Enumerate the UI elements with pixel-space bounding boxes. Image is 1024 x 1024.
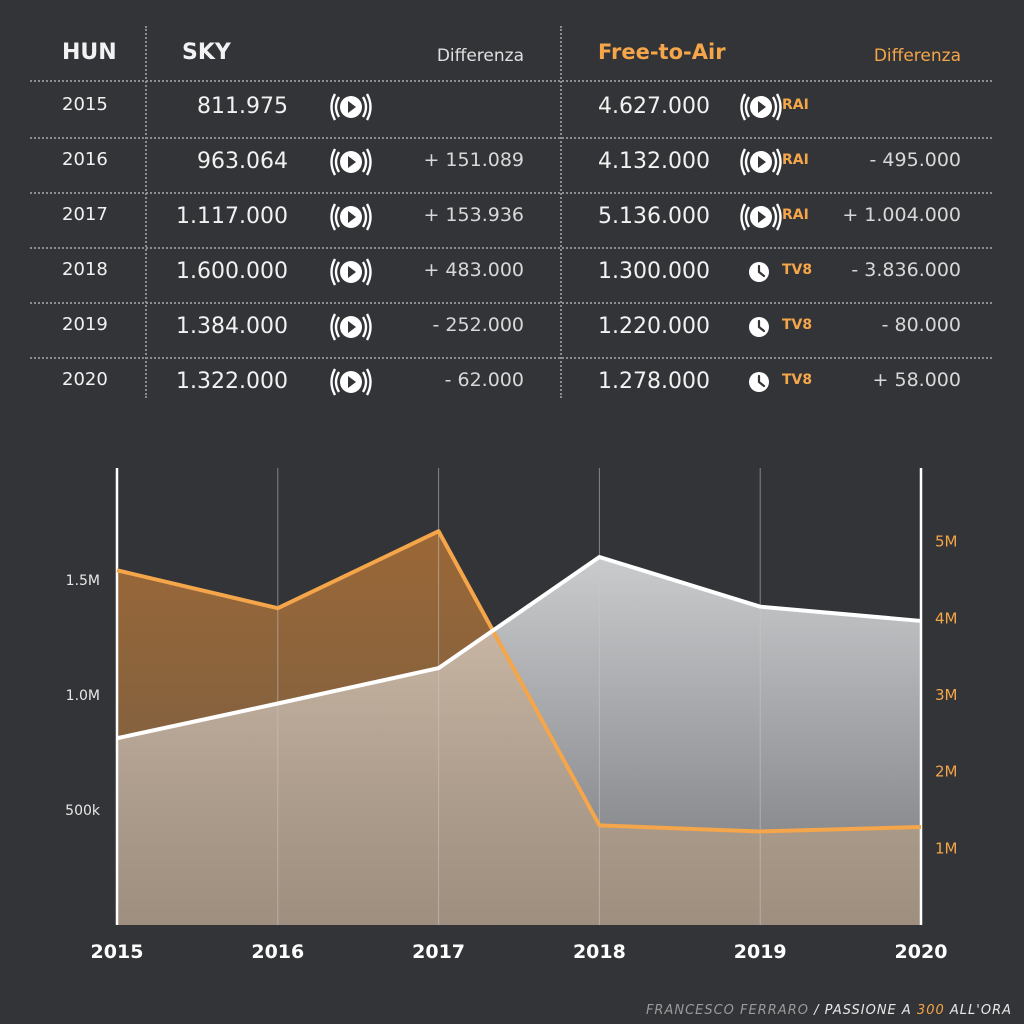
row-sky-value: 1.384.000 [176,314,288,339]
row-sky-diff: + 483.000 [423,259,524,281]
live-broadcast-icon [330,147,372,181]
row-year: 2017 [62,204,108,225]
table-row: 2020 1.322.000 - 62.000 1.278.000 TV8 + 58.00… [0,357,1024,412]
clock-icon [740,367,770,401]
audience-chart: 2015 2016 2017 2018 2019 2020 500k 1.0M 1.5M 1M 2M… [65,468,958,963]
row-divider [30,357,992,359]
live-broadcast-icon [330,312,372,346]
right-tick-label: 5M [935,533,958,551]
row-sky-value: 811.975 [197,94,288,119]
x-tick-label: 2020 [895,941,948,963]
row-sky-value: 1.117.000 [176,204,288,229]
row-fta-network: TV8 [782,372,813,388]
row-fta-network: RAI [782,152,809,168]
header-sky: SKY [182,40,231,65]
fta-line [116,529,922,834]
row-fta-network: RAI [782,207,809,223]
table-row: 2016 963.064 + 151.089 4.132.000 RAI - 495.00… [0,137,1024,192]
x-tick-label: 2018 [573,941,626,963]
row-divider [30,302,992,304]
row-divider [30,137,992,139]
right-tick-label: 4M [935,609,958,627]
table-row: 2015 811.975 4.627.000 RAI [0,82,1024,137]
x-tick-label: 2019 [734,941,787,963]
row-sky-diff: - 252.000 [432,314,524,336]
row-sky-diff: + 151.089 [423,149,524,171]
row-year: 2018 [62,259,108,280]
live-broadcast-icon [330,257,372,291]
credit-ora: ALL'ORA [944,1003,1012,1018]
row-fta-network: RAI [782,97,809,113]
table-row: 2018 1.600.000 + 483.000 1.300.000 TV8 - 3.83… [0,247,1024,302]
row-fta-value: 1.220.000 [598,314,710,339]
row-fta-value: 5.136.000 [598,204,710,229]
row-fta-diff: - 3.836.000 [851,259,961,281]
x-tick-label: 2017 [412,941,465,963]
credit-sep: / [808,1003,825,1018]
x-tick-label: 2016 [251,941,304,963]
header-country: HUN [62,40,117,65]
header-fta-diff: Differenza [873,46,961,66]
credit: FRANCESCO FERRARO / PASSIONE A 300 ALL'O… [646,1003,1012,1018]
row-sky-value: 963.064 [197,149,288,174]
header-fta: Free-to-Air [598,40,726,64]
row-year: 2019 [62,314,108,335]
row-year: 2020 [62,369,108,390]
x-tick-label: 2015 [91,941,144,963]
live-broadcast-icon [740,147,782,181]
row-fta-diff: - 80.000 [881,314,961,336]
live-broadcast-icon [740,202,782,236]
row-fta-network: TV8 [782,317,813,333]
column-divider [560,26,562,398]
row-fta-diff: + 1.004.000 [842,204,961,226]
live-broadcast-icon [740,92,782,126]
row-divider [30,247,992,249]
right-tick-label: 3M [935,686,958,704]
row-fta-value: 4.132.000 [598,149,710,174]
clock-icon [740,312,770,346]
column-divider [145,26,147,398]
row-sky-value: 1.600.000 [176,259,288,284]
credit-author: FRANCESCO FERRARO [645,1003,809,1018]
row-year: 2015 [62,94,108,115]
clock-icon [740,257,770,291]
live-broadcast-icon [330,202,372,236]
row-fta-value: 4.627.000 [598,94,710,119]
row-fta-diff: + 58.000 [872,369,961,391]
row-year: 2016 [62,149,108,170]
left-tick-label: 500k [65,803,101,819]
row-sky-diff: + 153.936 [423,204,524,226]
row-divider [30,80,992,82]
row-fta-network: TV8 [782,262,813,278]
row-fta-value: 1.300.000 [598,259,710,284]
live-broadcast-icon [330,92,372,126]
header-sky-diff: Differenza [436,46,524,66]
row-fta-value: 1.278.000 [598,369,710,394]
row-sky-diff: - 62.000 [444,369,524,391]
live-broadcast-icon [330,367,372,401]
table-row: 2017 1.117.000 + 153.936 5.136.000 RAI + 1.00… [0,192,1024,247]
table-header: HUN SKY Differenza Free-to-Air Differenz… [0,32,1024,80]
audience-table: HUN SKY Differenza Free-to-Air Differenz… [0,0,1024,420]
credit-passione: PASSIONE A [824,1003,917,1018]
row-fta-diff: - 495.000 [869,149,961,171]
sky-line [116,555,922,741]
row-sky-value: 1.322.000 [176,369,288,394]
left-tick-label: 1.0M [66,688,100,704]
left-tick-label: 1.5M [66,573,100,589]
right-tick-label: 1M [935,839,958,857]
table-row: 2019 1.384.000 - 252.000 1.220.000 TV8 - 80.0… [0,302,1024,357]
row-divider [30,192,992,194]
right-tick-label: 2M [935,763,958,781]
credit-number: 300 [916,1003,945,1018]
